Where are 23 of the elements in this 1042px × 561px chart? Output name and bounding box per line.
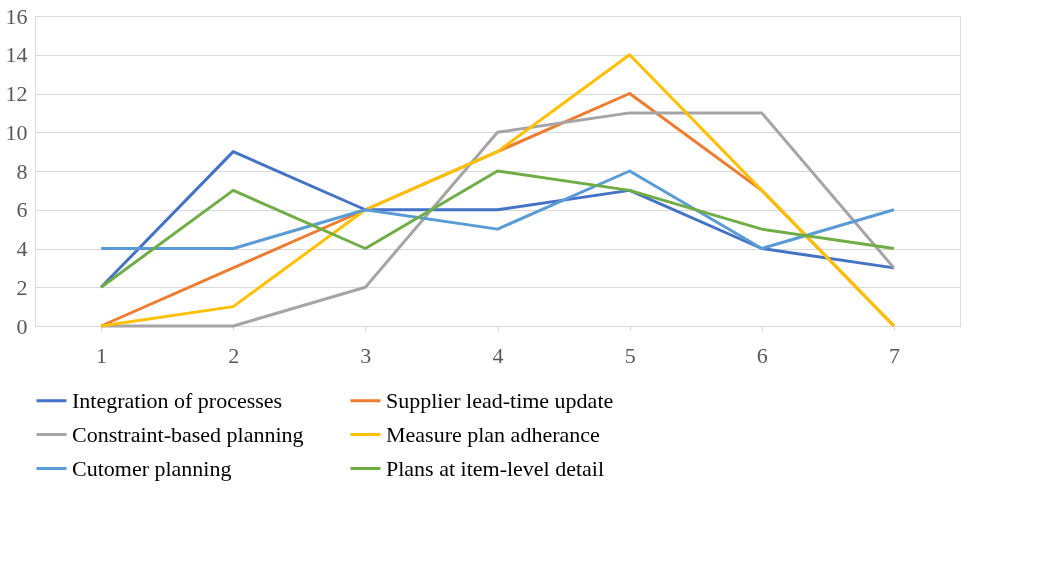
legend-label: Plans at item-level detail [386,455,605,481]
x-tick-label: 2 [228,342,240,368]
y-tick-label: 8 [16,158,28,184]
y-tick-label: 4 [16,236,28,261]
y-tick-label: 0 [16,313,28,339]
legend-label: Integration of processes [72,387,283,413]
legend-label: Measure plan adherance [386,421,600,447]
legend-label: Cutomer planning [72,455,232,481]
x-tick-label: 5 [624,342,636,368]
y-tick-label: 16 [5,3,28,29]
line-series [99,169,896,250]
legend-label: Supplier lead-time update [386,387,614,413]
legend-label: Constraint-based planning [72,421,304,447]
x-tick-label: 7 [888,342,900,368]
y-tick-label: 14 [5,42,28,68]
y-tick-label: 12 [5,81,28,106]
x-tick-label: 4 [492,342,504,368]
x-tick-label: 1 [96,342,108,368]
y-tick-label: 6 [16,197,28,223]
x-tick-label: 3 [360,342,372,368]
y-tick-label: 2 [16,274,28,300]
x-tick-label: 6 [756,342,768,368]
y-tick-label: 10 [5,119,28,145]
